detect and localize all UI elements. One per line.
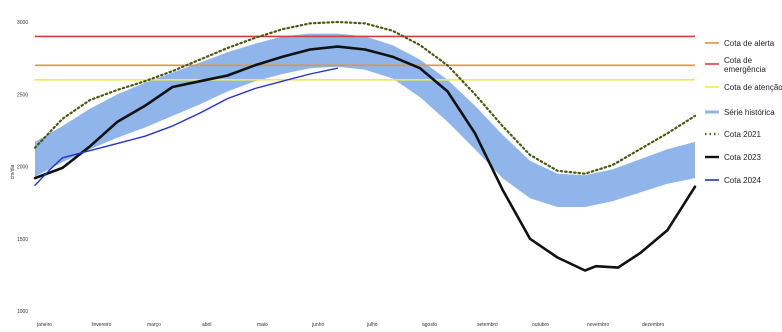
historical-band <box>35 33 695 207</box>
legend-item-2: Cota de atenção <box>705 83 782 92</box>
legend-label: Cota 2023 <box>724 153 761 162</box>
legend-label: Série histórica <box>724 108 775 117</box>
x-tick-label: dezembro <box>642 322 664 328</box>
legend-item-4: Cota 2021 <box>705 130 761 139</box>
legend-label: emergência <box>724 65 766 74</box>
y-tick-label: 3000 <box>17 20 28 26</box>
x-tick-label: abril <box>202 322 211 328</box>
x-tick-label: julho <box>366 322 378 328</box>
y-tick-label: 1500 <box>17 237 28 243</box>
y-tick-label: 2500 <box>17 92 28 98</box>
legend-item-3: Série histórica <box>705 108 775 117</box>
legend-label: Cota de atenção <box>724 83 782 92</box>
x-tick-label: novembro <box>587 322 609 328</box>
historical-band-layer <box>35 33 695 207</box>
legend-label: Cota de <box>724 56 753 65</box>
threshold-lines-layer <box>35 35 695 81</box>
legend-label: Cota de alerta <box>724 39 775 48</box>
legend-label: Cota 2021 <box>724 130 761 139</box>
y-tick-label: 1000 <box>17 309 28 315</box>
legend-label: Cota 2024 <box>724 176 761 185</box>
series-line-1 <box>33 45 697 272</box>
x-tick-label: outubro <box>532 322 549 328</box>
x-tick-label: fevereiro <box>92 322 112 328</box>
x-tick-label: agosto <box>422 322 437 328</box>
x-tick-label: maio <box>257 322 268 328</box>
x-tick-label: janeiro <box>36 322 52 328</box>
legend-item-0: Cota de alerta <box>705 39 775 48</box>
x-tick-label: março <box>147 322 161 328</box>
legend-item-6: Cota 2024 <box>705 176 761 185</box>
series-line-2 <box>34 67 339 187</box>
axis-layer: 1000 1500 2000 2500 3000 janeiro fevereiro març… <box>17 20 664 328</box>
y-axis-label: cm/dia <box>10 164 16 179</box>
series-layer <box>33 20 697 272</box>
legend-item-5: Cota 2023 <box>705 153 761 162</box>
series-line-0 <box>33 20 697 175</box>
x-tick-label: setembro <box>477 322 498 328</box>
x-tick-label: junho <box>311 322 324 328</box>
y-tick-label: 2000 <box>17 165 28 171</box>
